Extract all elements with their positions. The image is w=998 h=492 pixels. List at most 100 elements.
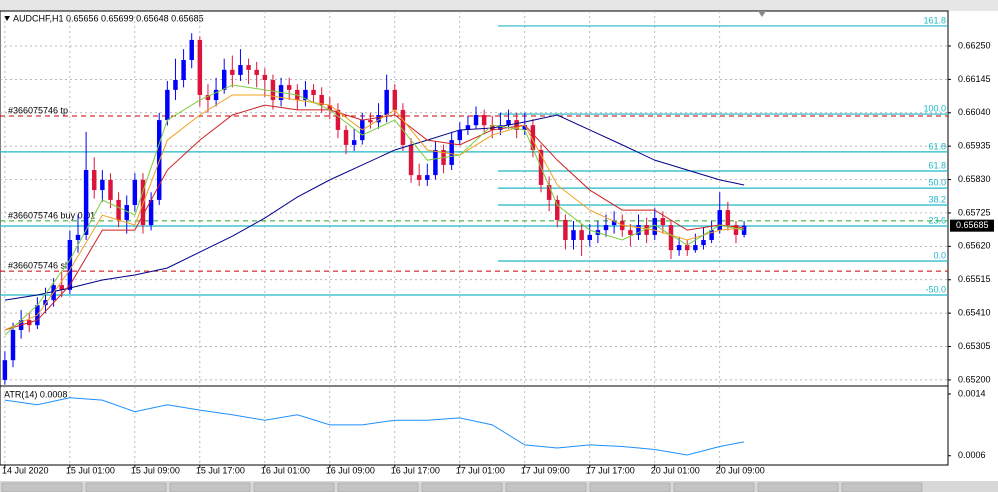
menu-arrow[interactable] [4,16,10,21]
candle-body [717,210,722,231]
candle-body [124,204,129,220]
toolbar [0,0,998,11]
candle-body [246,65,251,70]
candle-body [425,175,430,180]
y-tick-label: 0.65515 [958,274,991,284]
candle-body [733,225,739,235]
candle-body [335,109,341,130]
candle-body [221,69,227,90]
candle-body [408,144,414,176]
y-tick-label: 0.65305 [958,341,991,351]
fib-label: 61.8 [928,141,946,151]
x-tick-label: 16 Jul 17:00 [391,465,440,475]
candle-body [238,65,243,75]
candle-body [563,219,568,240]
candle-body [303,89,308,101]
x-tick-label: 20 Jul 01:00 [651,465,700,475]
candle-body [587,234,592,240]
x-tick-label: 15 Jul 01:00 [66,465,115,475]
candle-body [660,218,666,226]
candle-body [693,245,698,251]
candle-body [392,89,398,110]
candle-body [311,89,316,95]
candle-body [384,89,389,115]
candle-body [181,59,186,81]
price-box [950,219,994,232]
candle-body [108,179,113,200]
candle-body [571,230,576,240]
candle-body [148,199,154,226]
candle-body [709,230,714,240]
x-tick-label: 16 Jul 01:00 [261,465,310,475]
candle-body [116,199,121,220]
x-tick-label: 20 Jul 09:00 [716,465,765,475]
y-tick-label: 0.65935 [958,141,991,151]
candle-body [67,239,73,290]
candle-body [481,114,487,126]
plot-frame [0,10,949,466]
candle-body [685,245,690,251]
y-tick-label: 0.0014 [958,388,986,398]
candle-body [725,210,731,226]
candle-body [254,69,259,75]
y-tick-label: 0.65410 [958,308,991,318]
fib-label: -50.0 [925,284,946,294]
candle-body [100,179,105,191]
candle-body [197,39,203,95]
candle-body [652,218,657,235]
candle-body [457,129,463,141]
candle-body [555,199,560,220]
x-tick-label: 17 Jul 01:00 [456,465,505,475]
y-tick-label: 0.66040 [958,107,991,117]
chart-shift-marker[interactable] [758,11,766,17]
moving-average [4,104,745,331]
y-tick-label: 0.66145 [958,74,991,84]
fib-label: 100.0 [923,103,946,113]
candle-body [286,85,292,90]
x-tick-label: 16 Jul 09:00 [326,465,375,475]
candle-body [579,230,584,240]
candle-body [546,184,552,200]
order-label: #366075746 buy 0.01 [8,210,95,220]
y-tick-label: 0.65200 [958,374,991,384]
candle-body [522,125,528,130]
chart-title: AUDCHF,H1 0.65656 0.65699 0.65648 0.6568… [13,13,204,23]
tab-strip [1,482,923,492]
candle-body [351,140,357,145]
candle-body [327,105,333,110]
candle-body [59,285,64,290]
fib-label: 38.2 [928,194,946,204]
y-tick-label: 0.65725 [958,207,991,217]
candle-body [611,220,617,226]
candle-body [270,80,276,101]
candle-body [262,74,268,81]
candle-body [701,239,706,246]
candle-body [465,125,471,130]
candle-body [416,175,422,180]
candle-body [741,225,747,235]
x-tick-label: 17 Jul 17:00 [586,465,635,475]
x-tick-label: 15 Jul 09:00 [131,465,180,475]
candle-body [473,114,479,126]
candle-body [506,120,511,126]
candle-body [132,179,138,205]
fib-label: 23.6 [928,215,946,225]
order-label: #366075746 sl [8,261,67,271]
candle-body [449,140,454,165]
fib-label: 50.0 [928,178,946,188]
candle-body [376,114,381,123]
fib-label: 0.0 [933,250,946,260]
candle-body [343,129,349,145]
x-tick-label: 14 Jul 2020 [2,465,49,475]
candle-body [644,225,649,235]
candle-body [230,69,235,75]
candle-body [498,125,503,130]
atr-title: ATR(14) 0.0008 [4,389,67,399]
current-price: 0.65685 [956,220,989,230]
candle-body [433,149,438,176]
candle-body [668,225,674,251]
candle-body [10,329,16,361]
candle-body [319,94,324,106]
y-tick-label: 0.65830 [958,174,991,184]
